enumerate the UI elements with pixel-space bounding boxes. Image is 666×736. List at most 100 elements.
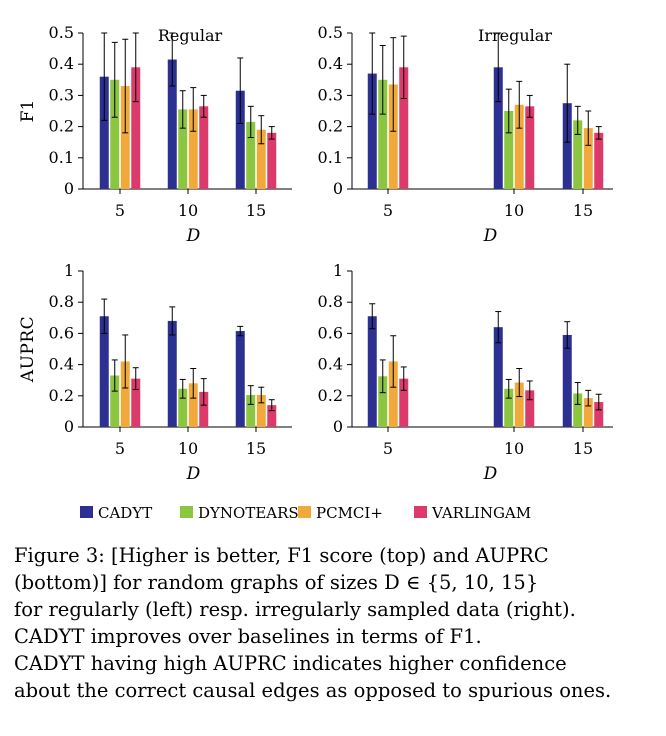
bar	[256, 395, 266, 427]
y-tick-label: 0.5	[318, 23, 343, 42]
x-axis-label: D	[483, 226, 498, 246]
y-tick-label: 0.2	[318, 117, 343, 136]
bar	[399, 67, 409, 189]
bar	[188, 109, 198, 189]
y-axis-label: AUPRC	[18, 316, 38, 383]
x-axis-label: D	[186, 226, 201, 246]
bar	[525, 390, 535, 427]
x-axis-label: D	[483, 464, 498, 484]
x-tick-label: 10	[178, 201, 198, 220]
bar	[573, 393, 583, 427]
legend-swatch	[180, 506, 193, 518]
chart-panel-4: 00.20.40.60.815 10 15D	[318, 261, 613, 484]
x-tick-label: 15	[573, 201, 593, 220]
bar	[378, 79, 388, 189]
bar	[562, 103, 572, 189]
chart-panel-1: 0 0.1 0.2 0.3 0.4 0.5 5 10 15 D F1 Regular	[18, 23, 292, 246]
chart-title: Regular	[158, 26, 223, 45]
bar	[583, 128, 593, 189]
y-tick-label: 0.2	[49, 117, 74, 136]
bar	[120, 361, 130, 427]
y-tick-label: 0	[333, 417, 343, 436]
bar	[388, 361, 398, 427]
y-tick-label: 0.4	[49, 54, 74, 73]
legend-swatch	[414, 506, 427, 518]
x-tick-label: 10	[178, 439, 198, 458]
y-tick-label: 0.6	[49, 323, 74, 342]
bar	[525, 106, 535, 189]
y-tick-label: 0.8	[49, 292, 74, 311]
bar	[378, 376, 388, 427]
bar	[594, 402, 604, 427]
y-tick-label: 0	[64, 179, 74, 198]
bar	[256, 129, 266, 189]
bar	[399, 378, 409, 427]
bar	[514, 382, 524, 427]
y-axis-label: F1	[18, 100, 38, 123]
y-tick-label: 0.6	[318, 323, 343, 342]
bar	[562, 334, 572, 427]
bar	[199, 106, 209, 189]
bar	[246, 395, 256, 427]
bar	[120, 86, 130, 189]
legend-label: VARLINGAM	[431, 504, 531, 522]
y-tick-label: 0.4	[318, 355, 343, 374]
bar	[235, 90, 245, 189]
bar	[514, 104, 524, 189]
caption-line-1: Figure 3: [Higher is better, F1 score (t…	[14, 544, 549, 567]
y-tick-label: 0.8	[318, 292, 343, 311]
bar	[99, 316, 109, 427]
x-tick-label: 5	[115, 439, 125, 458]
y-tick-label: 0	[64, 417, 74, 436]
legend: CADYT DYNOTEARS PCMCI+ VARLINGAM	[80, 504, 531, 522]
bar	[246, 121, 256, 189]
bar	[267, 132, 277, 189]
bar	[167, 59, 177, 189]
bar	[367, 73, 377, 189]
y-tick-label: 1	[64, 261, 74, 280]
bar	[583, 398, 593, 427]
y-tick-label: 0.3	[318, 85, 343, 104]
caption-line-2: (bottom)] for random graphs of sizes D ∈…	[14, 571, 539, 594]
x-axis-label: D	[186, 464, 201, 484]
bar	[110, 79, 120, 189]
y-tick-label: 0.2	[318, 386, 343, 405]
bar	[504, 111, 514, 189]
bar	[110, 375, 120, 427]
y-tick-label: 0.5	[49, 23, 74, 42]
caption-line-6: about the correct causal edges as oppose…	[14, 679, 612, 702]
bar	[504, 388, 514, 427]
y-tick-label: 0.1	[49, 148, 74, 167]
y-tick-label: 1	[333, 261, 343, 280]
y-tick-label: 0.4	[49, 355, 74, 374]
caption-line-4: CADYT improves over baselines in terms o…	[14, 625, 482, 648]
chart-title: Irregular	[478, 26, 552, 45]
bar	[99, 76, 109, 189]
chart-panel-2: 0 0.1 0.2 0.3 0.4 0.5 5 10 15 D Irregular	[318, 23, 613, 246]
legend-label: PCMCI+	[316, 504, 383, 522]
bar	[388, 84, 398, 189]
figure-caption: Figure 3: [Higher is better, F1 score (t…	[14, 542, 654, 704]
bar	[367, 316, 377, 427]
legend-label: CADYT	[98, 504, 152, 522]
chart-canvas: 00.10.20.30.40.55 10 15DF1Regular00.10.20.…	[18, 23, 613, 522]
bar	[267, 405, 277, 427]
y-tick-label: 0.3	[49, 85, 74, 104]
bar	[493, 67, 503, 189]
y-tick-label: 0.1	[318, 148, 343, 167]
bar	[131, 67, 141, 189]
bar	[188, 383, 198, 427]
x-tick-label: 15	[246, 439, 266, 458]
x-tick-label: 5	[383, 439, 393, 458]
y-tick-label: 0	[333, 179, 343, 198]
bar	[594, 132, 604, 189]
bar	[131, 378, 141, 427]
x-tick-label: 5	[383, 201, 393, 220]
x-tick-label: 5	[115, 201, 125, 220]
caption-line-3: for regularly (left) resp. irregularly s…	[14, 598, 576, 621]
bar	[199, 391, 209, 427]
legend-swatch	[298, 506, 311, 518]
bar	[178, 388, 188, 427]
